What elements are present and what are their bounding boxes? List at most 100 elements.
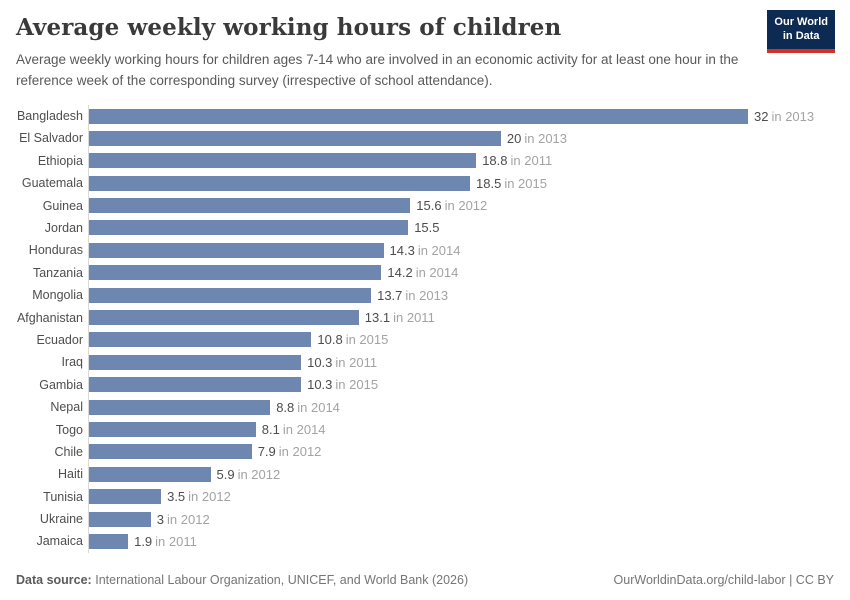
value-label: 14.3 (389, 242, 415, 258)
bar[interactable] (89, 265, 382, 281)
value-label-group: 18.8 in 2011 (482, 153, 552, 168)
year-label: in 2015 (345, 332, 389, 348)
bar-row[interactable]: Iraq 10.3 in 2011 (0, 351, 850, 374)
country-label: Tunisia (43, 489, 83, 504)
country-label: Ecuador (36, 332, 83, 347)
value-label: 5.9 (216, 466, 235, 482)
owid-logo[interactable]: Our World in Data (767, 10, 835, 53)
bar[interactable] (89, 377, 302, 393)
bar[interactable] (89, 175, 470, 191)
bar-row[interactable]: Ecuador 10.8 in 2015 (0, 328, 850, 352)
bar-track: 7.9 in 2012 (88, 440, 850, 464)
bar[interactable] (89, 108, 748, 124)
value-label: 13.1 (364, 310, 391, 326)
value-label: 10.3 (307, 354, 333, 370)
bar-row[interactable]: El Salvador 20 in 2013 (0, 127, 850, 150)
country-label: Chile (54, 444, 84, 459)
bar-row[interactable]: Nepal 8.8 in 2014 (0, 395, 850, 419)
bar[interactable] (89, 533, 129, 549)
bar[interactable] (89, 287, 372, 303)
year-label: in 2012 (167, 511, 210, 527)
value-label: 18.5 (476, 175, 502, 191)
bar-row[interactable]: Chile 7.9 in 2012 (0, 440, 850, 464)
value-label-group: 3 in 2012 (157, 512, 210, 527)
bar-track: 18.8 in 2011 (88, 149, 850, 173)
bar[interactable] (89, 444, 252, 460)
bar-row[interactable]: Guatemala 18.5 in 2015 (0, 172, 850, 195)
year-label: in 2012 (278, 444, 322, 460)
bar-row[interactable]: Jordan 15.5 (0, 216, 850, 240)
year-label: in 2011 (393, 310, 435, 326)
bar-row[interactable]: Ukraine 3 in 2012 (0, 507, 850, 531)
bar-row[interactable]: Guinea 15.6 in 2012 (0, 194, 850, 217)
bar-track: 10.3 in 2011 (88, 351, 850, 374)
bar-row[interactable]: Jamaica 1.9 in 2011 (0, 530, 850, 553)
value-label-group: 8.1 in 2014 (262, 422, 326, 437)
bar-row[interactable]: Tunisia 3.5 in 2012 (0, 485, 850, 508)
value-label: 7.9 (257, 444, 276, 460)
value-label-group: 8.8 in 2014 (276, 400, 340, 415)
bar[interactable] (89, 310, 359, 326)
year-label: in 2012 (237, 466, 281, 482)
bar-track: 13.7 in 2013 (88, 283, 850, 307)
country-label: Haiti (57, 467, 83, 482)
bar-track: 14.3 in 2014 (88, 239, 850, 262)
year-label: in 2013 (405, 287, 449, 303)
bar-track: 13.1 in 2011 (88, 306, 850, 329)
bar-track: 10.8 in 2015 (88, 328, 850, 352)
bar[interactable] (89, 489, 162, 505)
bar-row[interactable]: Bangladesh 32 in 2013 (0, 104, 850, 128)
country-label: Nepal (50, 400, 83, 415)
value-label-group: 14.2 in 2014 (387, 265, 458, 280)
value-label: 15.5 (414, 220, 440, 236)
bar[interactable] (89, 466, 211, 482)
value-label: 18.8 (482, 153, 508, 169)
value-label-group: 10.3 in 2011 (307, 355, 377, 370)
bar-row[interactable]: Honduras 14.3 in 2014 (0, 239, 850, 262)
bar[interactable] (89, 220, 409, 236)
value-label-group: 18.5 in 2015 (476, 176, 547, 191)
bar-track: 15.5 (88, 216, 850, 240)
bar-row[interactable]: Ethiopia 18.8 in 2011 (0, 149, 850, 173)
data-source-text: International Labour Organization, UNICE… (95, 573, 469, 587)
bar[interactable] (89, 153, 477, 169)
value-label-group: 32 in 2013 (754, 109, 814, 124)
bar-track: 20 in 2013 (88, 127, 850, 150)
bar[interactable] (89, 422, 256, 437)
bar[interactable] (89, 399, 271, 415)
owid-logo-line2: in Data (782, 30, 820, 43)
bar[interactable] (89, 130, 501, 146)
chart-subtitle: Average weekly working hours for childre… (16, 52, 739, 88)
value-label: 10.3 (307, 377, 333, 393)
bar-row[interactable]: Gambia 10.3 in 2015 (0, 373, 850, 396)
bar-row[interactable]: Togo 8.1 in 2014 (0, 418, 850, 441)
value-label: 3 (156, 511, 165, 527)
bar[interactable] (89, 332, 312, 348)
value-label-group: 1.9 in 2011 (134, 534, 197, 549)
bar-row[interactable]: Afghanistan 13.1 in 2011 (0, 306, 850, 329)
owid-link[interactable]: OurWorldinData.org/child-labor | CC BY (613, 573, 834, 587)
year-label: in 2012 (188, 489, 231, 505)
country-label: Gambia (39, 377, 83, 392)
bar[interactable] (89, 354, 302, 370)
bar[interactable] (89, 511, 151, 527)
year-label: in 2014 (297, 399, 340, 415)
value-label-group: 10.3 in 2015 (307, 377, 378, 392)
bar-track: 32 in 2013 (88, 104, 850, 128)
year-label: in 2015 (504, 175, 547, 191)
bar-row[interactable]: Mongolia 13.7 in 2013 (0, 283, 850, 307)
country-label: Bangladesh (16, 109, 83, 124)
bar-track: 14.2 in 2014 (88, 261, 850, 284)
bar[interactable] (89, 242, 384, 258)
value-label: 15.6 (416, 198, 442, 214)
bar-track: 3.5 in 2012 (88, 485, 850, 508)
bar-row[interactable]: Tanzania 14.2 in 2014 (0, 261, 850, 284)
bar-row[interactable]: Haiti 5.9 in 2012 (0, 463, 850, 486)
value-label-group: 20 in 2013 (507, 131, 567, 146)
country-label: Jordan (44, 220, 83, 235)
bar-track: 3 in 2012 (88, 507, 850, 531)
bar[interactable] (89, 198, 411, 214)
value-label: 1.9 (134, 533, 153, 549)
value-label-group: 7.9 in 2012 (258, 444, 322, 459)
value-label-group: 15.6 in 2012 (416, 198, 487, 213)
